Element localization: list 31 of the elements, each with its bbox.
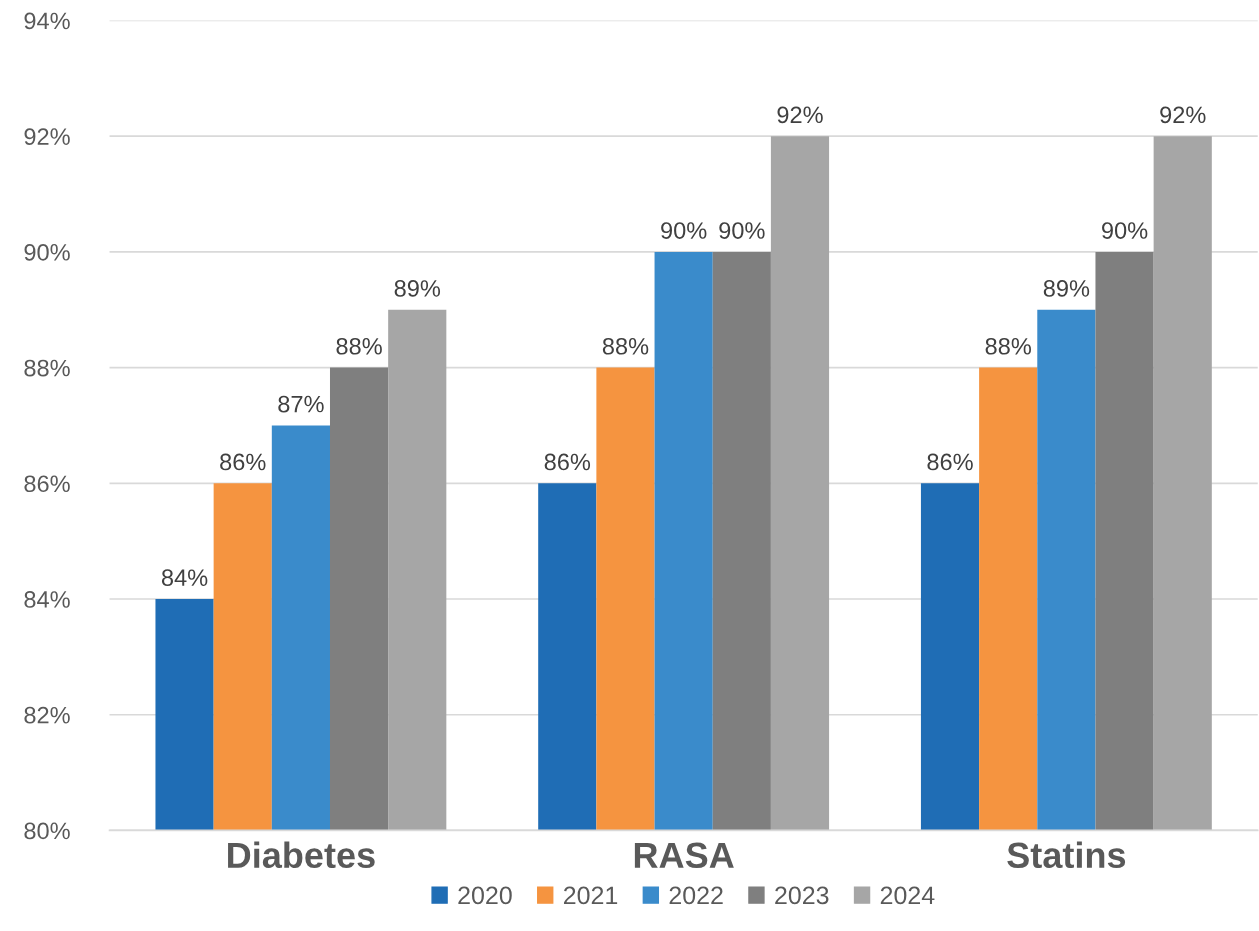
data-label: 89% [394,280,441,297]
data-label: 86% [927,453,973,471]
data-label: 92% [1160,106,1206,124]
legend-label: 2023 [775,886,829,905]
y-tick-label: 84% [24,591,70,608]
y-tick-label: 80% [24,822,70,840]
legend-label: 2022 [669,886,723,905]
y-tick-label: 86% [24,475,70,493]
data-label: 88% [985,337,1031,355]
y-tick-label: 94% [24,12,70,30]
data-label: 87% [278,395,324,413]
y-tick-label: 88% [24,359,70,377]
legend-label: 2021 [563,886,618,905]
data-label: 88% [602,337,649,355]
data-label: 90% [661,222,707,239]
x-tick-label: RASA [634,842,734,869]
legend-label: 2024 [880,886,935,905]
x-tick-label: Statins [1007,841,1126,869]
data-label: 88% [336,337,382,355]
y-tick-label: 82% [24,706,70,724]
legend-label: 2020 [458,886,512,905]
data-label: 86% [220,453,266,471]
y-tick-label: 92% [24,128,70,145]
data-label: 90% [1102,222,1148,239]
x-tick-label: Diabetes [228,841,375,869]
data-label: 89% [1043,280,1090,297]
y-tick-label: 90% [24,243,70,261]
data-label: 84% [161,569,208,587]
data-label: 90% [719,222,765,239]
data-label: 92% [777,106,823,124]
data-label: 86% [544,453,591,471]
